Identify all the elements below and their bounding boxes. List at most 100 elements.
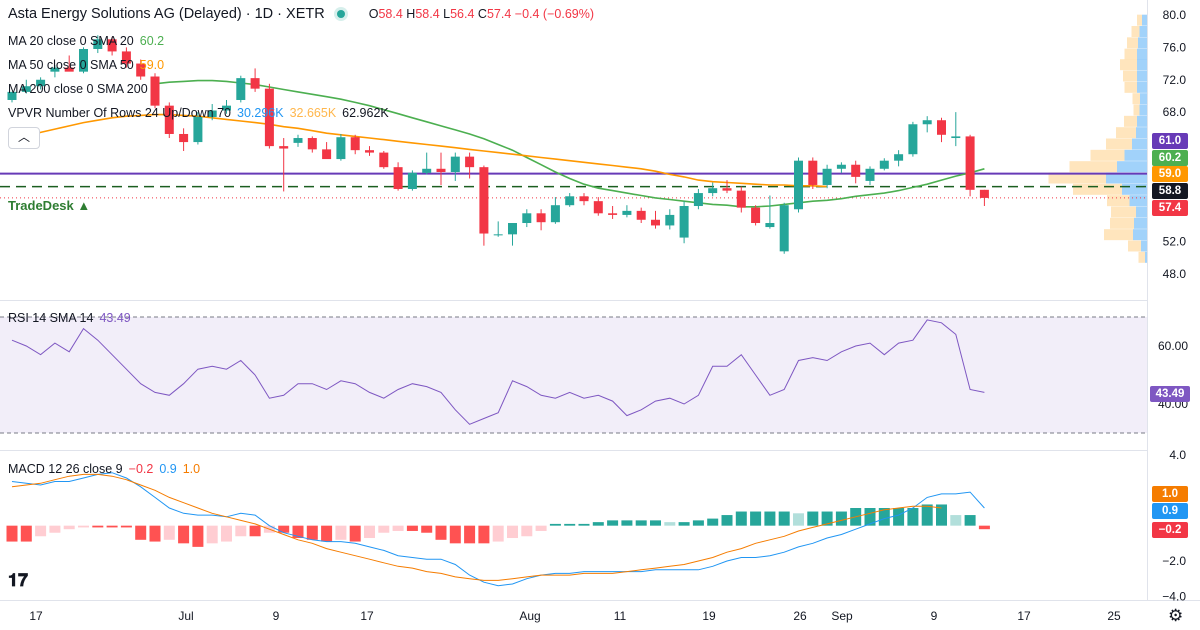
macd-badge: 0.9	[1152, 503, 1188, 519]
candle-body	[808, 160, 818, 185]
macd-histogram-bar	[936, 504, 947, 526]
macd-histogram-bar	[549, 523, 561, 526]
macd-histogram-bar	[607, 520, 619, 526]
candle-body	[693, 193, 703, 207]
candle-body	[21, 86, 31, 92]
candle-body	[121, 51, 131, 64]
macd-histogram-bar	[750, 511, 762, 526]
candle-body	[179, 133, 189, 143]
macd-histogram-bar	[192, 525, 204, 547]
macd-histogram-bar	[406, 525, 418, 531]
macd-histogram-bar	[149, 525, 161, 542]
macd-histogram-bar	[721, 515, 733, 526]
vpvr-up-bar	[1132, 138, 1147, 150]
macd-histogram-bar	[521, 525, 533, 537]
candle-body	[550, 205, 560, 223]
ma50-line	[11, 113, 828, 188]
legend-rsi[interactable]: RSI 14 SMA 14 43.49	[8, 311, 131, 325]
price-tick-label: 52.0	[1163, 235, 1187, 249]
macd-histogram-bar	[278, 525, 290, 533]
candle-body	[393, 167, 403, 190]
macd-histogram-bar	[364, 525, 375, 539]
candle-body	[522, 213, 532, 224]
macd-histogram-bar	[964, 515, 976, 526]
vpvr-up-bar	[1137, 115, 1147, 127]
vpvr-down-bar	[1124, 48, 1137, 60]
macd-histogram-bar	[821, 511, 833, 526]
symbol-title[interactable]: Asta Energy Solutions AG (Delayed) · 1D …	[8, 6, 325, 22]
candle-body	[651, 219, 660, 226]
macd-histogram-bar	[378, 525, 390, 533]
rsi-tick-label: 60.00	[1158, 339, 1188, 353]
candle-body	[279, 146, 289, 149]
candle-body	[293, 138, 303, 143]
macd-tick-label: 4.0	[1169, 448, 1186, 462]
macd-histogram-bar	[106, 525, 118, 528]
candle-body	[64, 67, 74, 72]
candle-body	[922, 120, 932, 125]
macd-histogram-bar	[249, 525, 261, 537]
candle-body	[736, 190, 746, 208]
vpvr-up-bar	[1137, 48, 1147, 60]
legend-macd[interactable]: MACD 12 26 close 9 −0.2 0.9 1.0	[8, 462, 201, 476]
candle-body	[908, 124, 918, 155]
gear-icon[interactable]: ⚙	[1168, 606, 1184, 625]
candle-body	[365, 150, 374, 153]
price-tick-label: 80.0	[1163, 8, 1187, 22]
vpvr-down-bar	[1128, 240, 1141, 252]
macd-histogram-bar	[978, 525, 990, 530]
macd-histogram-bar	[921, 504, 933, 526]
candle-body	[879, 160, 889, 169]
legend-ma50[interactable]: MA 50 close 0 SMA 50 59.0	[8, 58, 165, 72]
vpvr-down-bar	[1073, 183, 1122, 195]
candle-body	[751, 207, 761, 224]
vpvr-up-bar	[1122, 183, 1147, 195]
macd-histogram-bar	[950, 515, 962, 526]
candle-body	[250, 78, 260, 89]
candle-body	[894, 154, 904, 161]
time-tick-label: Sep	[831, 609, 853, 623]
legend-ma200[interactable]: MA 200 close 0 SMA 200	[8, 82, 148, 96]
market-status-icon	[336, 10, 345, 19]
vpvr-down-bar	[1110, 217, 1134, 229]
time-tick-label: 25	[1107, 609, 1121, 623]
vpvr-up-bar	[1137, 81, 1147, 93]
candle-body	[722, 188, 732, 191]
legend-ma20[interactable]: MA 20 close 0 SMA 20 60.2	[8, 34, 165, 48]
macd-histogram-bar	[778, 511, 790, 526]
vpvr-down-bar	[1127, 37, 1138, 49]
macd-histogram-bar	[635, 520, 647, 526]
hist-badge: −0.2	[1152, 522, 1188, 538]
candle-body	[307, 138, 317, 150]
vpvr-up-bar	[1117, 161, 1147, 173]
macd-histogram-bar	[421, 525, 433, 533]
candle-body	[136, 63, 146, 77]
candle-body	[150, 76, 160, 106]
legend-vpvr[interactable]: VPVR Number Of Rows 24 Up/Down 70 30.296K…	[8, 106, 389, 120]
macd-histogram-bar	[135, 525, 147, 540]
candle-body	[979, 189, 989, 198]
vpvr-up-bar	[1124, 149, 1147, 161]
vpvr-up-bar	[1129, 195, 1147, 207]
macd-histogram-bar	[206, 525, 218, 544]
tradedesk-label[interactable]: TradeDesk ▲	[8, 198, 91, 213]
candle-body	[79, 48, 88, 72]
vpvr-up-bar	[1136, 127, 1147, 139]
candle-body	[593, 201, 603, 214]
price-tick-label: 48.0	[1163, 267, 1187, 281]
time-tick-label: 19	[702, 609, 716, 623]
macd-histogram-bar	[235, 525, 247, 537]
candle-body	[107, 39, 117, 52]
candle-body	[851, 164, 861, 177]
tradingview-logo[interactable]: 𝟏𝟕	[8, 570, 29, 590]
candle-body	[565, 196, 575, 206]
vpvr-up-bar	[1139, 25, 1147, 37]
vpvr-down-bar	[1116, 127, 1136, 139]
collapse-legend-button[interactable]: ︿	[8, 127, 40, 149]
vpvr-down-bar	[1131, 25, 1140, 37]
macd-histogram-bar	[535, 525, 547, 531]
vpvr-down-bar	[1111, 206, 1136, 218]
price-tick-label: 76.0	[1163, 40, 1187, 54]
macd-histogram-bar	[621, 520, 633, 526]
